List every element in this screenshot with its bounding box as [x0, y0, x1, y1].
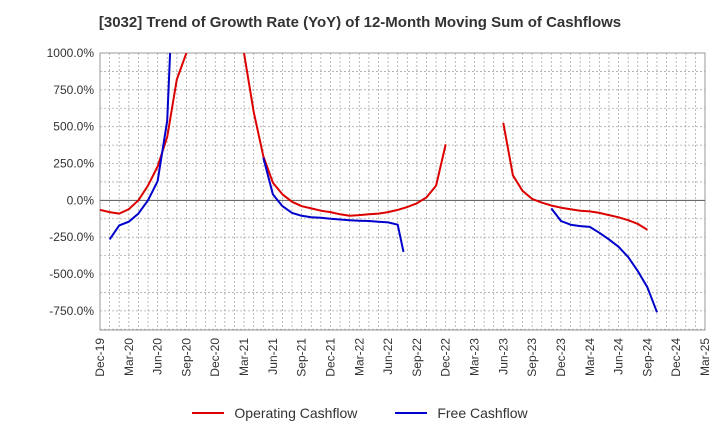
legend-swatch-operating-cashflow [192, 412, 225, 414]
y-tick-label: -250.0% [49, 230, 94, 244]
plot-area [99, 52, 706, 331]
x-tick-label: Dec-19 [93, 338, 107, 377]
x-tick-label: Dec-20 [208, 338, 222, 377]
x-tick-label: Mar-23 [468, 338, 482, 376]
series-line-free-cashflow [108, 53, 658, 313]
y-tick-label: 750.0% [53, 83, 94, 97]
x-tick-label: Sep-23 [525, 338, 539, 377]
x-tick-label: Jun-22 [381, 338, 395, 375]
x-tick-label: Jun-20 [151, 338, 165, 375]
chart-title: [3032] Trend of Growth Rate (YoY) of 12-… [98, 14, 622, 31]
legend-swatch-free-cashflow [395, 412, 428, 414]
legend-label-free-cashflow: Free Cashflow [437, 405, 528, 421]
x-tick-label: Dec-24 [669, 338, 683, 377]
x-tick-label: Mar-21 [237, 338, 251, 376]
x-tick-label: Sep-20 [179, 338, 193, 377]
legend-item-free-cashflow: Free Cashflow [395, 405, 528, 421]
y-tick-label: 250.0% [53, 157, 94, 171]
x-tick-label: Jun-21 [266, 338, 280, 375]
y-tick-label: 1000.0% [47, 46, 95, 60]
x-tick-label: Sep-21 [295, 338, 309, 377]
x-tick-label: Sep-24 [640, 338, 654, 377]
x-tick-label: Mar-24 [583, 338, 597, 376]
y-tick-label: 0.0% [67, 193, 95, 207]
x-tick-label: Mar-20 [122, 338, 136, 376]
x-tick-label: Dec-23 [554, 338, 568, 377]
y-tick-label: 500.0% [53, 120, 94, 134]
x-tick-label: Dec-22 [439, 338, 453, 377]
x-tick-label: Mar-25 [698, 338, 712, 376]
y-tick-label: -750.0% [49, 304, 94, 318]
legend: Operating Cashflow Free Cashflow [0, 405, 720, 421]
x-tick-label: Jun-23 [496, 338, 510, 375]
y-tick-label: -500.0% [49, 267, 94, 281]
x-tick-label: Dec-21 [323, 338, 337, 377]
x-tick-label: Sep-22 [410, 338, 424, 377]
legend-item-operating-cashflow: Operating Cashflow [192, 405, 357, 421]
x-tick-label: Jun-24 [612, 338, 626, 375]
series-line-operating-cashflow [100, 53, 648, 231]
legend-label-operating-cashflow: Operating Cashflow [234, 405, 358, 421]
x-tick-label: Mar-22 [352, 338, 366, 376]
